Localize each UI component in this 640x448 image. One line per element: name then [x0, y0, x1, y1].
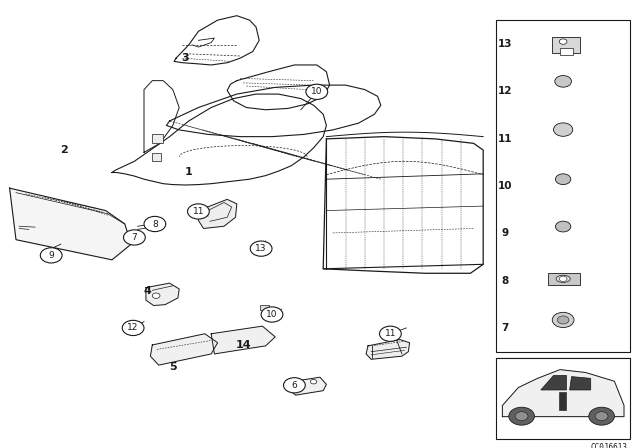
Text: 4: 4: [143, 286, 151, 296]
Circle shape: [515, 412, 528, 421]
Circle shape: [144, 216, 166, 232]
Text: 5: 5: [169, 362, 177, 372]
Polygon shape: [559, 392, 566, 410]
Circle shape: [559, 276, 567, 281]
Text: 11: 11: [498, 134, 512, 143]
Polygon shape: [198, 199, 237, 228]
Bar: [496, 20, 630, 352]
Bar: [552, 37, 580, 53]
Ellipse shape: [556, 275, 570, 282]
Circle shape: [557, 316, 569, 324]
Circle shape: [556, 221, 571, 232]
Circle shape: [595, 412, 608, 421]
Bar: [548, 272, 580, 285]
Circle shape: [554, 123, 573, 136]
Text: 13: 13: [498, 39, 512, 49]
Bar: [260, 305, 269, 310]
Circle shape: [509, 407, 534, 425]
Polygon shape: [211, 326, 275, 354]
Circle shape: [555, 76, 572, 87]
Text: 8: 8: [501, 276, 509, 286]
Text: 12: 12: [127, 323, 139, 332]
Text: 9: 9: [501, 228, 509, 238]
Text: 10: 10: [266, 310, 278, 319]
Circle shape: [261, 307, 283, 322]
Text: CC0J6613: CC0J6613: [590, 443, 627, 448]
Circle shape: [306, 84, 328, 99]
Text: 8: 8: [152, 220, 157, 228]
Text: 2: 2: [60, 145, 68, 155]
Circle shape: [552, 312, 574, 327]
Bar: [560, 48, 573, 55]
Circle shape: [293, 384, 300, 388]
Circle shape: [284, 378, 305, 393]
Circle shape: [589, 407, 614, 425]
Text: 12: 12: [498, 86, 512, 96]
Text: 3: 3: [182, 53, 189, 63]
Circle shape: [559, 39, 567, 44]
Text: 7: 7: [501, 323, 509, 333]
Text: 11: 11: [193, 207, 204, 216]
Text: 10: 10: [311, 87, 323, 96]
Text: 7: 7: [132, 233, 137, 242]
Circle shape: [122, 320, 144, 336]
Circle shape: [310, 379, 317, 384]
Circle shape: [380, 326, 401, 341]
Bar: [152, 153, 161, 161]
Text: 10: 10: [498, 181, 512, 191]
Polygon shape: [541, 375, 566, 390]
Polygon shape: [150, 334, 218, 365]
Text: 9: 9: [49, 251, 54, 260]
Circle shape: [188, 204, 209, 219]
Polygon shape: [289, 377, 326, 395]
Circle shape: [250, 241, 272, 256]
Text: 14: 14: [236, 340, 251, 350]
Circle shape: [152, 293, 160, 298]
Polygon shape: [502, 370, 624, 417]
Polygon shape: [146, 283, 179, 306]
Polygon shape: [10, 188, 131, 260]
Bar: [496, 358, 630, 439]
Text: 6: 6: [292, 381, 297, 390]
Text: 1: 1: [185, 168, 193, 177]
Bar: [152, 134, 163, 143]
Polygon shape: [570, 377, 591, 390]
Text: 13: 13: [255, 244, 267, 253]
Circle shape: [40, 248, 62, 263]
Circle shape: [124, 230, 145, 245]
Circle shape: [556, 174, 571, 185]
Polygon shape: [366, 340, 410, 359]
Text: 11: 11: [385, 329, 396, 338]
